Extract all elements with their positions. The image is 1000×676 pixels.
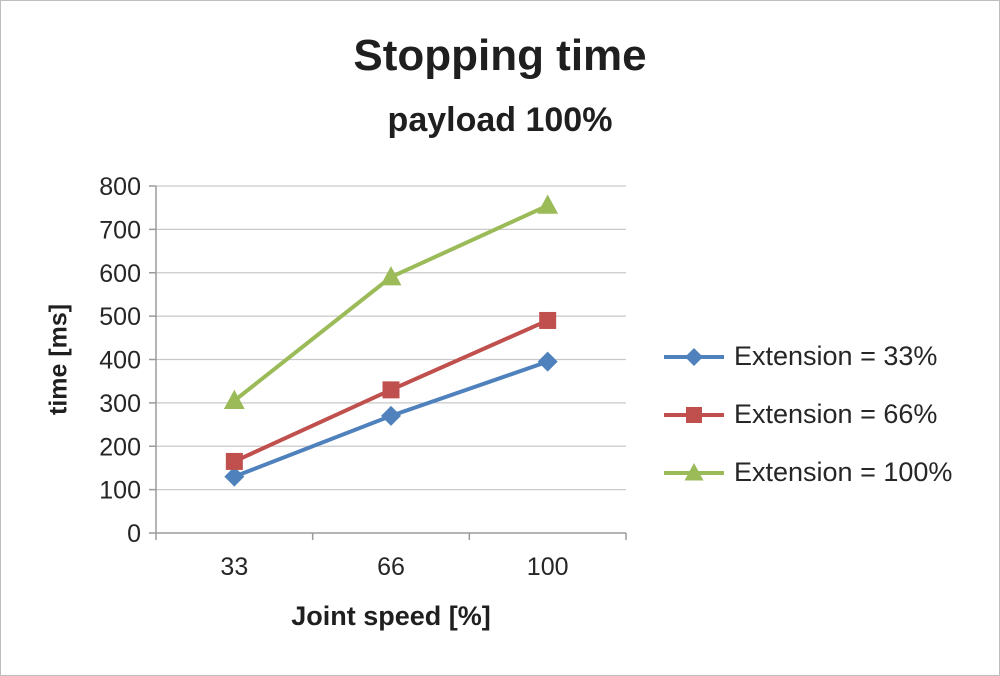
legend-label: Extension = 33% xyxy=(734,341,938,371)
legend-marker-diamond-icon xyxy=(664,347,724,366)
gridlines xyxy=(156,185,626,491)
y-tick-label: 300 xyxy=(99,390,141,418)
chart-title: Stopping time xyxy=(353,31,647,80)
y-tick-label: 600 xyxy=(99,260,141,288)
diamond-marker-icon xyxy=(224,466,245,487)
series-0 xyxy=(224,351,558,487)
legend-item-extension-33: Extension = 33% xyxy=(663,341,952,372)
diamond-marker-icon xyxy=(537,351,558,372)
legend-item-extension-100: Extension = 100% xyxy=(663,457,952,488)
x-tick-label: 33 xyxy=(220,553,248,581)
y-axis-title: time [ms] xyxy=(44,303,73,416)
triangle-marker-icon xyxy=(537,194,559,214)
series-1 xyxy=(225,311,557,470)
legend-marker-triangle-icon xyxy=(664,462,724,480)
series-2 xyxy=(223,194,559,409)
y-tick-label: 700 xyxy=(99,216,141,244)
triangle-marker-icon xyxy=(380,266,402,286)
chart-subtitle: payload 100% xyxy=(387,101,613,139)
axes xyxy=(155,186,627,540)
y-tick-label: 400 xyxy=(99,347,141,375)
x-axis-title: Joint speed [%] xyxy=(291,601,491,631)
square-marker-icon xyxy=(539,311,557,329)
square-marker-icon xyxy=(225,452,243,470)
legend-marker-square-icon xyxy=(664,406,724,423)
x-tick-label: 100 xyxy=(527,553,569,581)
legend-label: Extension = 66% xyxy=(734,399,938,429)
triangle-marker-icon xyxy=(223,389,245,409)
y-tick-label: 200 xyxy=(99,433,141,461)
y-tick-labels: 0 100 200 300 400 500 600 700 800 xyxy=(99,173,156,548)
diamond-marker-icon xyxy=(381,405,401,426)
y-tick-label: 0 xyxy=(127,520,141,548)
square-marker-icon xyxy=(382,381,400,399)
y-tick-label: 500 xyxy=(99,303,141,331)
y-tick-label: 800 xyxy=(99,173,141,201)
y-tick-label: 100 xyxy=(99,477,141,505)
legend-item-extension-66: Extension = 66% xyxy=(663,399,952,430)
series-line xyxy=(232,203,550,403)
chart-legend: Extension = 33% Extension = 66% Extensio… xyxy=(663,341,952,488)
legend-label: Extension = 100% xyxy=(734,457,953,487)
x-tick-label: 66 xyxy=(377,553,405,581)
x-tick-labels: 33 66 100 xyxy=(220,553,568,581)
